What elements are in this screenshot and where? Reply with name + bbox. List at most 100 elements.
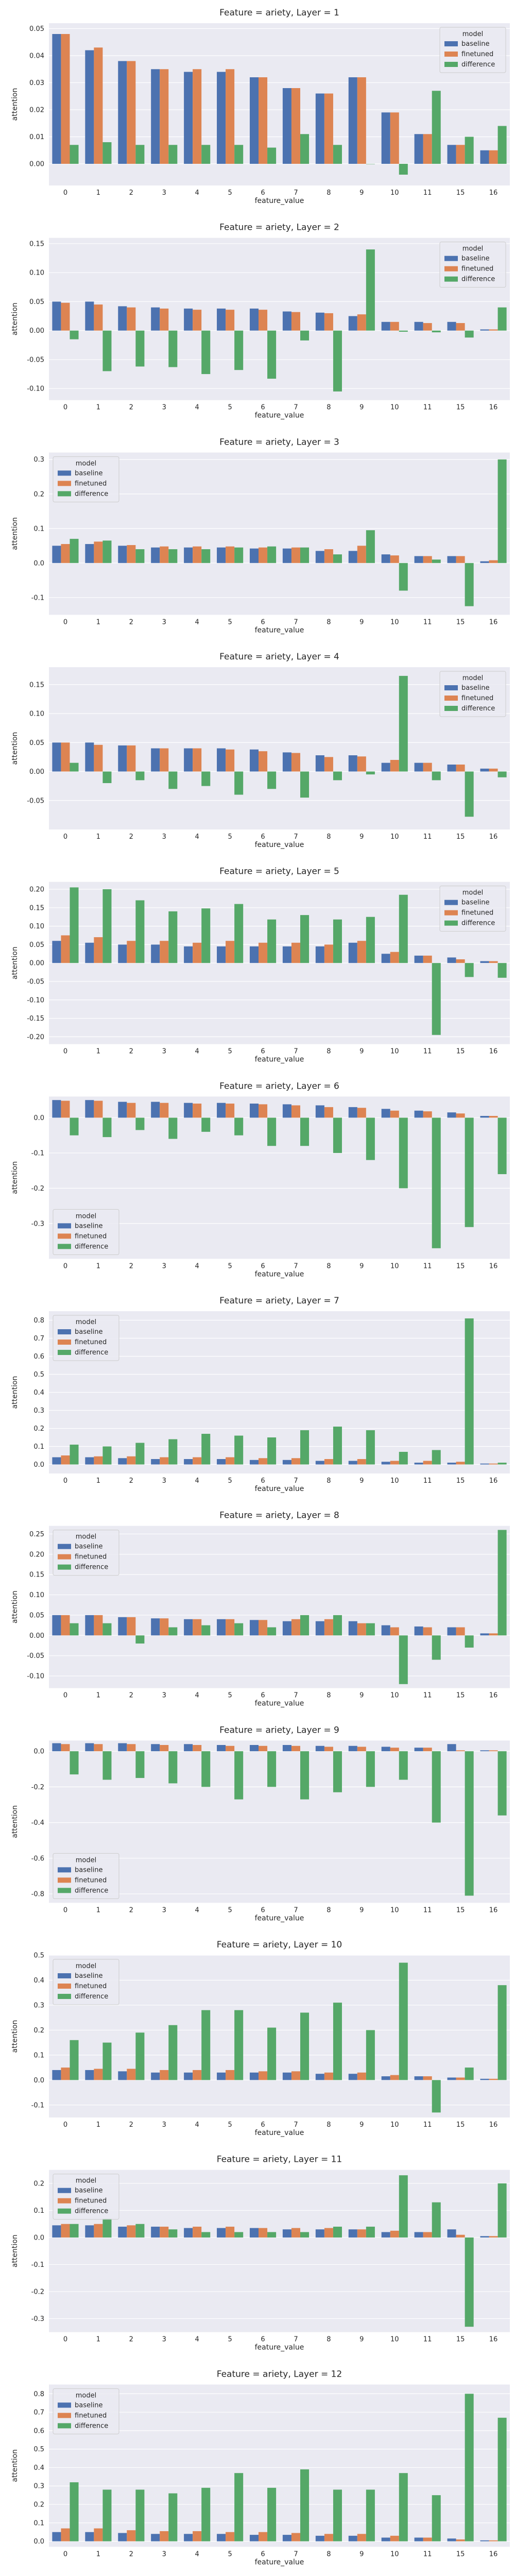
legend-label-finetuned: finetuned xyxy=(75,1232,107,1240)
bar-difference-8 xyxy=(333,145,342,164)
x-tick-label: 2 xyxy=(129,2550,133,2558)
bar-baseline-8 xyxy=(315,551,324,563)
y-tick-label: -0.10 xyxy=(27,1673,44,1681)
bar-finetuned-15 xyxy=(456,323,465,331)
y-tick-label: 0.01 xyxy=(29,133,44,141)
y-tick-label: -0.05 xyxy=(27,978,44,986)
bar-baseline-5 xyxy=(217,748,226,772)
bar-finetuned-0 xyxy=(61,1100,70,1118)
bar-finetuned-7 xyxy=(291,547,300,563)
bar-baseline-6 xyxy=(249,1104,259,1118)
bar-difference-5 xyxy=(234,2010,244,2080)
bar-finetuned-6 xyxy=(259,2532,268,2541)
bar-baseline-16 xyxy=(480,329,489,331)
y-tick-label: 0.5 xyxy=(33,1371,44,1379)
bar-finetuned-8 xyxy=(324,2534,333,2541)
chart-panel-1: Feature = ariety, Layer = 1 0.00 0.01 0.02 0… xyxy=(11,8,510,205)
bar-baseline-8 xyxy=(315,946,324,963)
bar-finetuned-9 xyxy=(357,1623,366,1636)
bar-difference-10 xyxy=(399,675,408,772)
x-tick-label: 9 xyxy=(359,1262,364,1270)
x-tick-label: 3 xyxy=(162,1477,166,1485)
legend-swatch-baseline xyxy=(58,2402,71,2408)
bar-baseline-2 xyxy=(118,546,127,563)
x-tick-label: 10 xyxy=(390,2121,399,2129)
bar-baseline-4 xyxy=(184,308,193,331)
bar-difference-2 xyxy=(135,330,145,367)
bar-difference-5 xyxy=(234,1751,244,1800)
bar-finetuned-15 xyxy=(456,2234,465,2238)
y-tick-label: 0.0 xyxy=(33,1748,44,1756)
bar-difference-10 xyxy=(399,330,408,332)
bar-finetuned-9 xyxy=(357,77,366,164)
bar-difference-8 xyxy=(333,2226,342,2238)
y-tick-label: 0.8 xyxy=(33,1317,44,1325)
legend-title: model xyxy=(462,245,483,253)
bar-finetuned-3 xyxy=(160,748,169,772)
x-tick-label: 2 xyxy=(129,833,133,841)
x-tick-label: 7 xyxy=(294,833,298,841)
y-tick-label: 0.00 xyxy=(29,161,44,168)
x-tick-label: 0 xyxy=(63,2336,67,2344)
bar-finetuned-9 xyxy=(357,941,366,963)
bar-difference-8 xyxy=(333,771,342,781)
x-tick-label: 5 xyxy=(228,618,232,626)
bar-finetuned-1 xyxy=(94,304,103,331)
bar-baseline-11 xyxy=(414,556,423,563)
legend-label-difference: difference xyxy=(75,2422,108,2430)
bar-baseline-11 xyxy=(414,1626,423,1636)
x-tick-label: 16 xyxy=(489,1692,498,1700)
bar-difference-2 xyxy=(135,1443,145,1465)
y-tick-label: -0.2 xyxy=(31,1784,44,1791)
y-tick-label: -0.2 xyxy=(31,2288,44,2296)
y-tick-label: -0.05 xyxy=(27,356,44,364)
bar-finetuned-10 xyxy=(390,555,399,563)
legend-swatch-baseline xyxy=(58,1329,71,1335)
bar-difference-3 xyxy=(168,330,178,367)
legend-swatch-difference xyxy=(58,1888,71,1893)
bar-finetuned-10 xyxy=(390,112,399,164)
y-tick-label: 0.00 xyxy=(29,768,44,776)
bar-baseline-0 xyxy=(52,742,61,772)
bar-finetuned-1 xyxy=(94,1100,103,1118)
x-tick-label: 8 xyxy=(327,1477,331,1485)
bar-baseline-6 xyxy=(249,308,259,331)
bar-baseline-0 xyxy=(52,301,61,331)
bar-finetuned-10 xyxy=(390,952,399,963)
bar-finetuned-16 xyxy=(489,768,498,772)
x-axis-label: feature_value xyxy=(255,2129,304,2137)
y-tick-label: 0.20 xyxy=(29,1551,44,1558)
bar-finetuned-4 xyxy=(193,1745,202,1752)
bar-finetuned-9 xyxy=(357,2229,366,2238)
x-tick-label: 8 xyxy=(327,618,331,626)
x-axis-label: feature_value xyxy=(255,841,304,849)
x-tick-label: 10 xyxy=(390,1262,399,1270)
legend-label-baseline: baseline xyxy=(75,1543,102,1551)
bar-finetuned-6 xyxy=(259,1620,268,1636)
bar-baseline-6 xyxy=(249,548,259,563)
bar-finetuned-11 xyxy=(423,1748,432,1752)
legend-label-baseline: baseline xyxy=(75,1972,102,1980)
bar-finetuned-0 xyxy=(61,2224,70,2238)
chart-panel-9: Feature = ariety, Layer = 9 -0.8 -0.6 -0.4 -… xyxy=(11,1725,510,1922)
bar-baseline-8 xyxy=(315,1461,324,1465)
x-tick-label: 16 xyxy=(489,1262,498,1270)
y-tick-label: 0.15 xyxy=(29,904,44,912)
x-tick-label: 6 xyxy=(261,1477,265,1485)
x-tick-label: 9 xyxy=(359,1477,364,1485)
legend: model baseline finetuned difference xyxy=(53,1530,119,1576)
bar-finetuned-6 xyxy=(259,77,268,164)
x-tick-label: 0 xyxy=(63,1262,67,1270)
legend-label-baseline: baseline xyxy=(461,255,489,263)
x-tick-label: 7 xyxy=(294,2550,298,2558)
x-tick-label: 5 xyxy=(228,1048,232,1056)
bar-difference-15 xyxy=(465,771,474,817)
bar-difference-5 xyxy=(234,1117,244,1136)
x-tick-label: 6 xyxy=(261,1048,265,1056)
legend-swatch-difference xyxy=(58,1994,71,1999)
bar-baseline-11 xyxy=(414,1110,423,1118)
legend-swatch-finetuned xyxy=(444,52,458,57)
bar-finetuned-1 xyxy=(94,1615,103,1636)
bar-difference-4 xyxy=(201,1751,211,1787)
y-axis-label: attention xyxy=(11,517,19,550)
